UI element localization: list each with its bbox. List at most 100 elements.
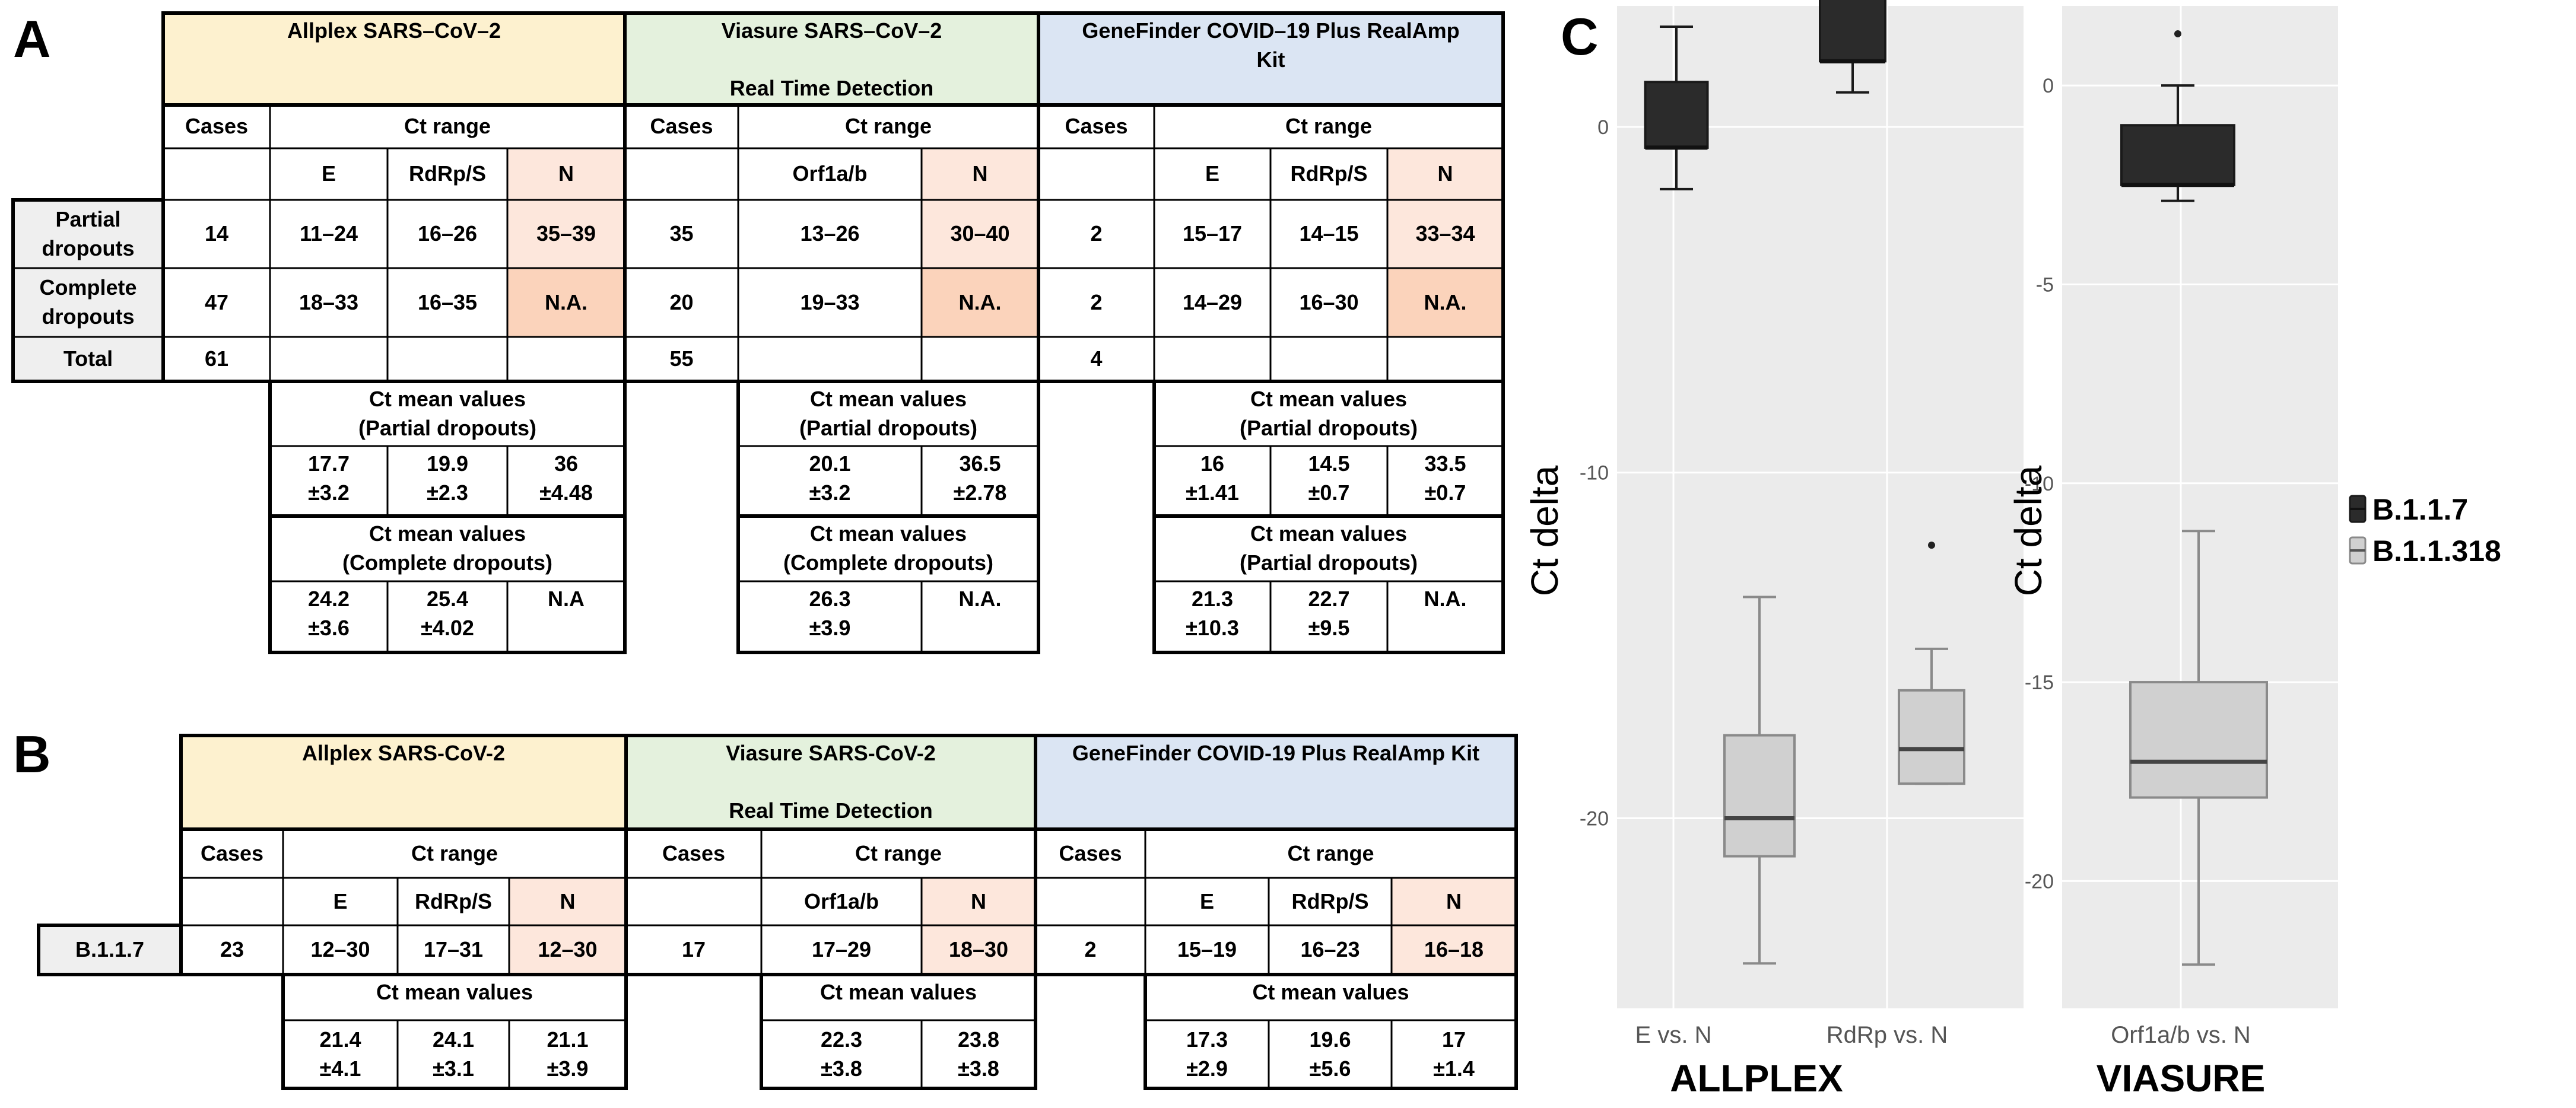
- allplex-ct-n: 12–30: [509, 925, 626, 975]
- genefinder-mean-value: 17.3 ±2.9: [1186, 1027, 1228, 1081]
- viasure-ct-n: N.A.: [922, 268, 1038, 337]
- viasure-kit-header: Viasure SARS–CoV–2 Real Time Detection: [625, 13, 1038, 105]
- viasure-ct-n: 18–30: [922, 925, 1036, 975]
- allplex-mean-complete-value: 25.4 ±4.02: [421, 587, 474, 640]
- genefinder-ct-rdrp: 16–30: [1299, 289, 1359, 314]
- panel-c-letter: C: [1561, 7, 1599, 66]
- genefinder-cases-header: Cases: [1065, 114, 1128, 139]
- genefinder-mean-value: 17 ±1.4: [1433, 1027, 1475, 1081]
- genefinder-ct-n: 33–34: [1387, 200, 1503, 268]
- box-B.1.1.318: [1898, 689, 1965, 785]
- allplex-ct-rdrp: 17–31: [423, 937, 484, 962]
- genefinder-cases-value: 2: [1090, 289, 1103, 314]
- allplex-gene-n: N: [507, 148, 625, 200]
- allplex-cases-value: 14: [204, 221, 229, 246]
- allplex-ct-rdrp: 16–35: [417, 289, 478, 314]
- genefinder-gene-e: E: [1199, 889, 1214, 913]
- x-tick-label: Orf1a/b vs. N: [2111, 1022, 2251, 1048]
- viasure-gene-orf: Orf1a/b: [792, 161, 868, 186]
- viasure-mean-value: 22.3 ±3.8: [820, 1027, 863, 1081]
- genefinder-cases-value: 2: [1090, 221, 1103, 246]
- box-B.1.1.7: [1819, 0, 1886, 63]
- y-tick-label: -10: [2025, 473, 2054, 495]
- allplex-mean-value: 21.4 ±4.1: [319, 1027, 361, 1081]
- viasure-mean-partial-value: 36.5 ±2.78: [953, 451, 1007, 505]
- allplex-mean-partial-value: 19.9 ±2.3: [426, 451, 469, 505]
- viasure-mean-complete-header: Ct mean values (Complete dropouts): [783, 521, 993, 575]
- genefinder-ct-e: 15–17: [1182, 221, 1243, 246]
- genefinder-ct-n: 16–18: [1392, 925, 1516, 975]
- viasure-mean-complete-value: 26.3 ±3.9: [809, 587, 851, 640]
- genefinder-mean-partial-value: 14.5 ±0.7: [1308, 451, 1350, 505]
- viasure-ct-range-header: Ct range: [855, 840, 942, 865]
- genefinder-mean-partial-value: 16 ±1.41: [1186, 451, 1239, 505]
- viasure-ct-orf: 19–33: [800, 289, 860, 314]
- allplex-gene-e: E: [333, 889, 348, 913]
- y-tick-label: -10: [1580, 462, 1609, 485]
- viasure-mean-value: 23.8 ±3.8: [957, 1027, 1000, 1081]
- allplex-ct-range-header: Ct range: [404, 114, 491, 139]
- box-B.1.1.7: [2120, 124, 2235, 186]
- genefinder-cases-header: Cases: [1059, 840, 1122, 865]
- outlier-point: [1928, 542, 1935, 549]
- allplex-mean-partial-header: Ct mean values (Partial dropouts): [358, 386, 536, 440]
- allplex-ct-e: 11–24: [299, 221, 358, 246]
- genefinder-ct-e: 15–19: [1177, 937, 1237, 962]
- y-tick-label: -15: [2025, 671, 2054, 694]
- allplex-cases-value: 47: [204, 289, 229, 314]
- viasure-ct-range-header: Ct range: [844, 114, 932, 139]
- allplex-ct-rdrp: 16–26: [417, 221, 478, 246]
- allplex-ct-e: 18–33: [298, 289, 359, 314]
- allplex-gene-e: E: [321, 161, 336, 186]
- panel-b-letter: B: [13, 725, 51, 784]
- row-label: B.1.1.7: [39, 925, 181, 975]
- allplex-ct-n: 35–39: [507, 200, 625, 268]
- genefinder-gene-rdrp: RdRp/S: [1290, 161, 1368, 186]
- allplex-mean-complete-header: Ct mean values (Complete dropouts): [342, 521, 552, 575]
- viasure-cases-value: 17: [681, 937, 706, 962]
- y-axis-label: Ct delta: [1523, 465, 1566, 596]
- allplex-mean-value: 24.1 ±3.1: [432, 1027, 475, 1081]
- viasure-cases-value: 20: [669, 289, 694, 314]
- genefinder-mean-partial-header: Ct mean values (Partial dropouts): [1239, 386, 1418, 440]
- panel-a-letter: A: [13, 9, 51, 68]
- y-tick-label: 0: [2043, 75, 2054, 97]
- x-tick-label: RdRp vs. N: [1827, 1022, 1948, 1048]
- outlier-point: [2174, 30, 2181, 37]
- viasure-gene-n: N: [922, 148, 1038, 200]
- allplex-kit-header: Allplex SARS–CoV–2: [163, 13, 625, 105]
- viasure-ct-n: 30–40: [922, 200, 1038, 268]
- allplex-gene-rdrp: RdRp/S: [415, 889, 492, 913]
- box-B.1.1.318: [2129, 681, 2268, 799]
- viasure-cases-value: 35: [669, 221, 694, 246]
- genefinder-ct-e: 14–29: [1182, 289, 1243, 314]
- genefinder-mean-value: 19.6 ±5.6: [1309, 1027, 1351, 1081]
- genefinder-gene-n: N: [1387, 148, 1503, 200]
- genefinder-ct-n: N.A.: [1387, 268, 1503, 337]
- allplex-mean-header: Ct mean values: [376, 980, 533, 1004]
- box-B.1.1.318: [1723, 734, 1796, 858]
- genefinder-ct-rdrp: 16–23: [1300, 937, 1360, 962]
- allplex-mean-partial-value: 36 ±4.48: [539, 451, 593, 505]
- viasure-mean-partial-value: 20.1 ±3.2: [809, 451, 851, 505]
- viasure-gene-n: N: [922, 878, 1036, 925]
- allplex-cases-header: Cases: [200, 840, 264, 865]
- viasure-mean-header: Ct mean values: [820, 980, 977, 1004]
- viasure-cases-value: 55: [669, 346, 694, 371]
- allplex-mean-value: 21.1 ±3.9: [547, 1027, 589, 1081]
- viasure-kit-header: Viasure SARS-CoV-2 Real Time Detection: [626, 736, 1036, 829]
- plot-background: [1617, 6, 2024, 1008]
- genefinder-mean-second-value: N.A.: [1424, 587, 1467, 611]
- allplex-gene-n: N: [509, 878, 626, 925]
- genefinder-gene-n: N: [1392, 878, 1516, 925]
- viasure-cases-header: Cases: [662, 840, 726, 865]
- allplex-cases-value: 23: [220, 937, 244, 962]
- allplex-mean-complete-value: 24.2 ±3.6: [307, 587, 350, 640]
- genefinder-cases-value: 4: [1090, 346, 1103, 371]
- allplex-kit-header: Allplex SARS-CoV-2: [181, 736, 626, 829]
- y-tick-label: -20: [2025, 870, 2054, 893]
- x-tick-label: E vs. N: [1635, 1022, 1712, 1048]
- genefinder-mean-second-value: 22.7 ±9.5: [1308, 587, 1350, 640]
